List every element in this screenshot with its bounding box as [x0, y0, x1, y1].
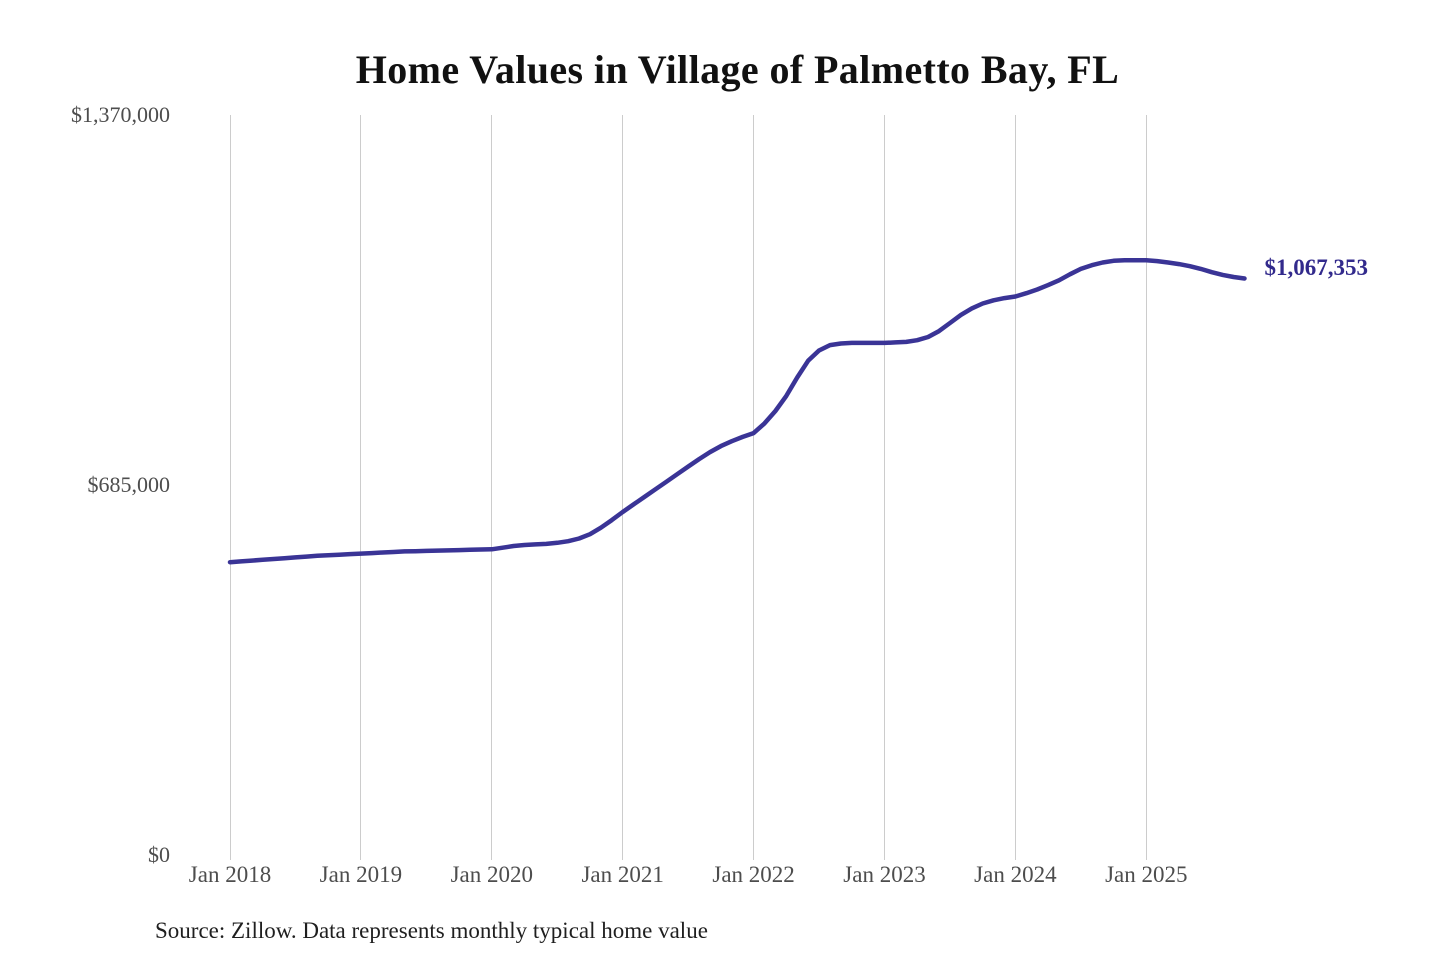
y-axis-tick-label: $0: [148, 842, 170, 867]
x-axis-tick-label: Jan 2023: [843, 862, 926, 887]
x-axis-tick-label: Jan 2024: [974, 862, 1057, 887]
y-axis-tick-label: $1,370,000: [71, 102, 170, 127]
gridline: [1014, 115, 1016, 860]
gridline: [491, 115, 493, 860]
chart-title: Home Values in Village of Palmetto Bay, …: [355, 47, 1120, 92]
x-axis-tick-label: Jan 2022: [712, 862, 795, 887]
gridline: [1145, 115, 1147, 860]
y-axis-tick-label: $685,000: [87, 472, 171, 497]
x-axis-tick-label: Jan 2018: [188, 862, 272, 887]
x-axis-tick-label: Jan 2021: [581, 862, 664, 887]
gridline: [753, 115, 755, 860]
x-axis-tick-label: Jan 2019: [319, 862, 403, 887]
gridline: [622, 115, 624, 860]
gridline: [884, 115, 885, 860]
latest-value-label: $1,067,353: [1264, 255, 1368, 281]
home-value-line: [227, 258, 1247, 565]
gridline: [360, 115, 362, 860]
gridline: [229, 115, 231, 860]
x-axis-tick-label: Jan 2020: [450, 862, 534, 887]
x-axis-tick-label: Jan 2025: [1105, 862, 1188, 887]
source-note: Source: Zillow. Data represents monthly …: [155, 918, 708, 943]
